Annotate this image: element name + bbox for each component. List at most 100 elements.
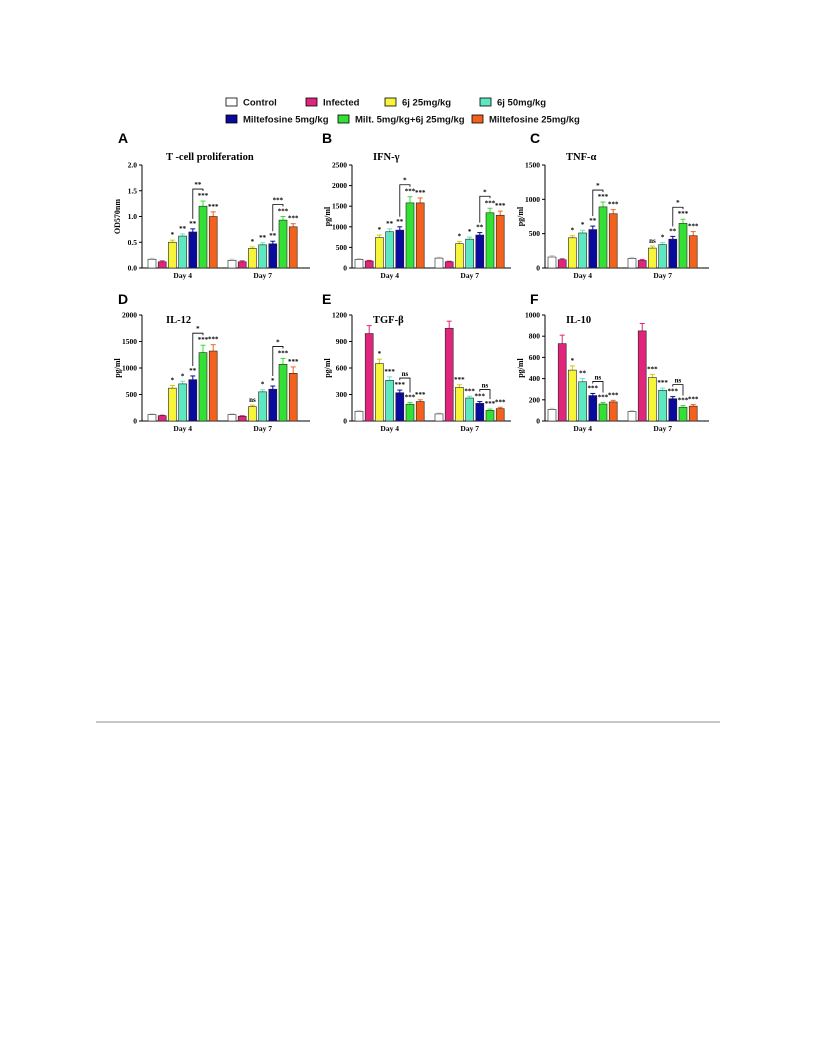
bar <box>485 212 495 269</box>
bar <box>188 231 198 269</box>
y-tick-label: 1.0 <box>128 212 138 221</box>
bracket-label: *** <box>273 197 284 205</box>
bar <box>395 229 405 269</box>
bar <box>258 391 267 422</box>
significance-label: *** <box>688 223 699 231</box>
bar <box>557 343 567 422</box>
bar <box>375 363 384 422</box>
comparison-bracket <box>272 346 284 377</box>
y-tick-label: 900 <box>336 337 348 346</box>
bar <box>208 350 218 422</box>
significance-label: *** <box>678 397 689 405</box>
bar <box>598 206 608 269</box>
category-label: Day 4 <box>380 271 399 280</box>
significance-label: ** <box>189 367 197 375</box>
category-label: Day 4 <box>173 424 192 433</box>
bar <box>578 381 587 422</box>
bar <box>547 409 557 422</box>
panel-title: IFN-γ <box>373 152 400 163</box>
significance-label: * <box>661 234 665 242</box>
y-tick-label: 1000 <box>525 311 540 320</box>
bar <box>688 405 698 422</box>
bar <box>455 243 464 269</box>
y-tick-label: 200 <box>529 395 541 404</box>
category-label: Day 7 <box>653 424 672 433</box>
bar <box>608 401 618 422</box>
y-tick-label: 1000 <box>122 364 137 373</box>
bar <box>465 397 474 422</box>
bar <box>444 261 454 269</box>
significance-label: *** <box>384 368 395 376</box>
comparison-bracket <box>192 332 204 366</box>
bar <box>688 235 698 269</box>
y-tick-label: 2000 <box>332 181 347 190</box>
significance-label: *** <box>208 336 219 344</box>
significance-label: * <box>271 377 275 385</box>
bracket-label: ns <box>402 370 409 378</box>
significance-label: ** <box>179 225 187 233</box>
significance-label: ** <box>579 370 587 378</box>
significance-label: *** <box>495 202 506 210</box>
legend-item: 6j 50mg/kg <box>479 98 546 109</box>
legend-swatch <box>337 114 350 124</box>
y-tick-label: 0 <box>536 417 540 426</box>
bar <box>475 403 485 422</box>
comparison-bracket <box>192 188 204 219</box>
bar <box>405 202 415 269</box>
y-tick-label: 800 <box>529 332 541 341</box>
significance-label: *** <box>405 188 416 196</box>
significance-label: ** <box>396 218 404 226</box>
y-tick-label: 500 <box>336 243 348 252</box>
bracket-label: ** <box>194 181 202 189</box>
legend-swatch <box>225 97 238 107</box>
category-label: Day 7 <box>460 424 479 433</box>
bar <box>157 415 167 422</box>
bar <box>208 216 218 269</box>
significance-label: *** <box>405 393 416 401</box>
y-tick-label: 1500 <box>332 202 347 211</box>
legend-swatch <box>471 114 484 124</box>
bar <box>278 363 288 422</box>
significance-label: *** <box>198 192 209 200</box>
y-tick-label: 1000 <box>525 195 540 204</box>
bar <box>434 257 444 269</box>
legend-label: 6j 50mg/kg <box>497 98 546 109</box>
bar <box>237 415 247 422</box>
significance-label: * <box>378 350 382 358</box>
bar <box>568 369 577 422</box>
panel-title: TGF-β <box>373 315 404 326</box>
bracket-label: ns <box>675 377 682 385</box>
significance-label: *** <box>668 388 679 396</box>
panel-title: TNF-α <box>566 152 596 163</box>
significance-label: ** <box>259 234 267 242</box>
bar <box>375 237 384 269</box>
bracket-label: * <box>276 338 280 346</box>
bar <box>495 214 505 269</box>
significance-label: *** <box>278 208 289 216</box>
legend-item: Control <box>225 97 277 109</box>
significance-label: * <box>261 381 265 389</box>
bracket-label: * <box>596 182 600 190</box>
bar <box>415 202 425 269</box>
bar <box>395 392 405 422</box>
bracket-label: * <box>196 325 200 333</box>
panel-letter: D <box>118 291 128 307</box>
bar <box>434 413 444 422</box>
bar <box>557 259 567 269</box>
significance-label: ** <box>476 224 484 232</box>
significance-label: *** <box>588 384 599 392</box>
panel-letter: B <box>322 130 332 146</box>
significance-label: ns <box>649 237 656 245</box>
y-tick-label: 1200 <box>332 311 347 320</box>
comparison-bracket <box>479 195 491 223</box>
y-axis-label: pg/ml <box>516 206 525 226</box>
bar <box>248 406 257 422</box>
significance-label: *** <box>395 381 406 389</box>
bracket-label: ns <box>595 373 602 381</box>
bar <box>588 229 598 269</box>
y-tick-label: 0 <box>536 264 540 273</box>
legend-label: Miltefosine 25mg/kg <box>489 115 580 126</box>
bar <box>288 226 298 269</box>
